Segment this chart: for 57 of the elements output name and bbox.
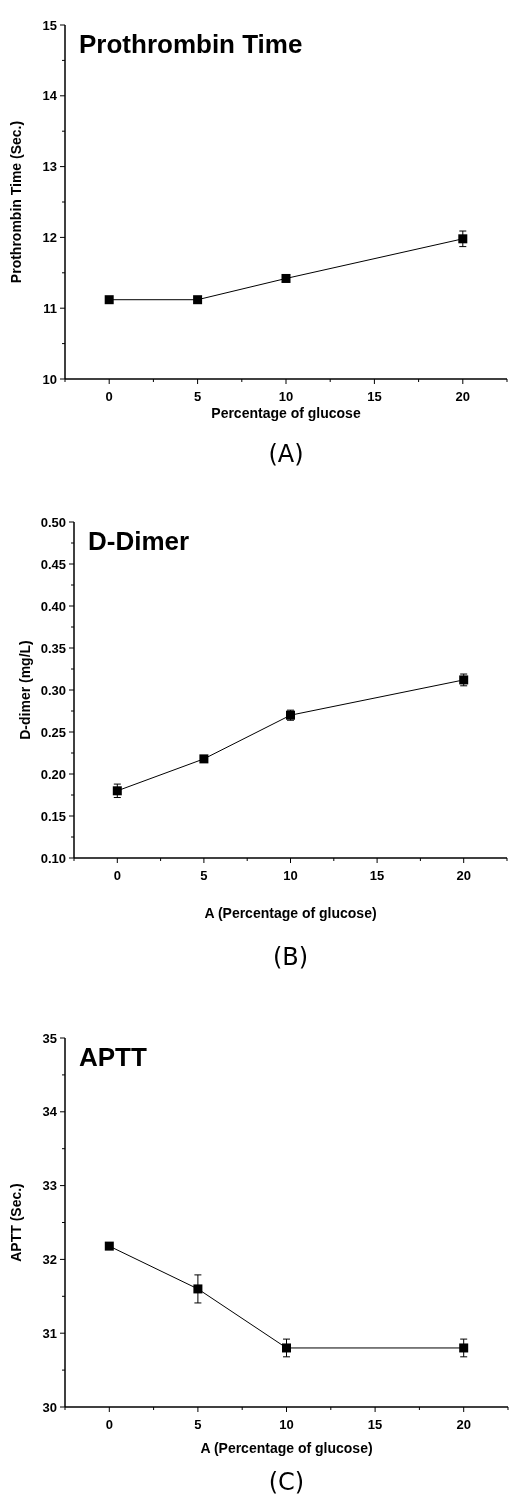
x-axis-title: Percentage of glucose bbox=[211, 405, 361, 421]
x-axis-title: A (Percentage of glucose) bbox=[204, 905, 377, 921]
y-tick-label: 0.35 bbox=[40, 640, 66, 656]
point bbox=[104, 1241, 114, 1251]
y-tick-label: 31 bbox=[42, 1325, 57, 1341]
x-tick-label: 0 bbox=[105, 1417, 113, 1432]
point bbox=[459, 1343, 469, 1353]
y-tick-label: 0.40 bbox=[40, 598, 66, 614]
x-tick-label: 15 bbox=[367, 1417, 383, 1432]
y-tick-label: 12 bbox=[42, 229, 57, 245]
y-tick-label: 0.25 bbox=[40, 724, 66, 740]
y-tick-label: 0.15 bbox=[40, 808, 66, 824]
y-tick-label: 30 bbox=[42, 1399, 57, 1415]
point bbox=[199, 754, 209, 764]
x-tick-label: 20 bbox=[456, 1417, 471, 1432]
y-tick-label: 0.45 bbox=[40, 556, 66, 572]
y-tick-label: 10 bbox=[42, 371, 57, 387]
point bbox=[104, 295, 114, 305]
y-tick-label: 0.10 bbox=[40, 850, 66, 866]
point bbox=[193, 1284, 203, 1294]
chart-title: D-Dimer bbox=[88, 526, 190, 556]
x-tick-label: 10 bbox=[279, 1417, 294, 1432]
y-tick-label: 13 bbox=[42, 159, 57, 175]
y-tick-label: 0.50 bbox=[40, 514, 66, 530]
y-tick-label: 0.30 bbox=[40, 682, 66, 698]
y-tick-label: 35 bbox=[42, 1030, 57, 1046]
text: (A) bbox=[268, 440, 304, 468]
x-tick-label: 5 bbox=[193, 389, 202, 404]
y-tick-label: 11 bbox=[43, 300, 57, 316]
x-tick-label: 20 bbox=[455, 389, 471, 404]
x-axis-title: A (Percentage of glucose) bbox=[200, 1440, 373, 1456]
y-tick-label: 32 bbox=[42, 1251, 57, 1267]
x-tick-label: 5 bbox=[200, 868, 208, 883]
text: (B) bbox=[272, 943, 309, 971]
x-tick-label: 20 bbox=[456, 868, 471, 883]
y-axis-title: APTT (Sec.) bbox=[8, 1183, 24, 1262]
point bbox=[281, 273, 291, 283]
point bbox=[282, 1343, 291, 1353]
x-tick-label: 5 bbox=[194, 1417, 202, 1432]
y-tick-label: 15 bbox=[42, 17, 57, 33]
y-tick-label: 34 bbox=[42, 1104, 58, 1120]
x-tick-label: 10 bbox=[283, 868, 298, 883]
x-tick-label: 15 bbox=[367, 389, 382, 404]
chart-title: APTT bbox=[79, 1042, 147, 1072]
y-tick-label: 33 bbox=[42, 1178, 57, 1194]
text: (C) bbox=[268, 1468, 305, 1496]
x-tick-label: 10 bbox=[278, 389, 294, 404]
y-tick-label: 0.20 bbox=[40, 766, 66, 782]
y-tick-label: 14 bbox=[42, 88, 58, 104]
x-tick-label: 15 bbox=[369, 868, 385, 883]
chart-title: Prothrombin Time bbox=[79, 29, 303, 59]
x-tick-label: 0 bbox=[105, 389, 113, 404]
x-tick-label: 0 bbox=[113, 868, 121, 883]
point bbox=[193, 295, 203, 305]
y-axis-title: Prothrombin Time (Sec.) bbox=[8, 120, 24, 284]
point bbox=[458, 234, 468, 244]
y-axis-title: D-dimer (mg/L) bbox=[17, 640, 33, 740]
